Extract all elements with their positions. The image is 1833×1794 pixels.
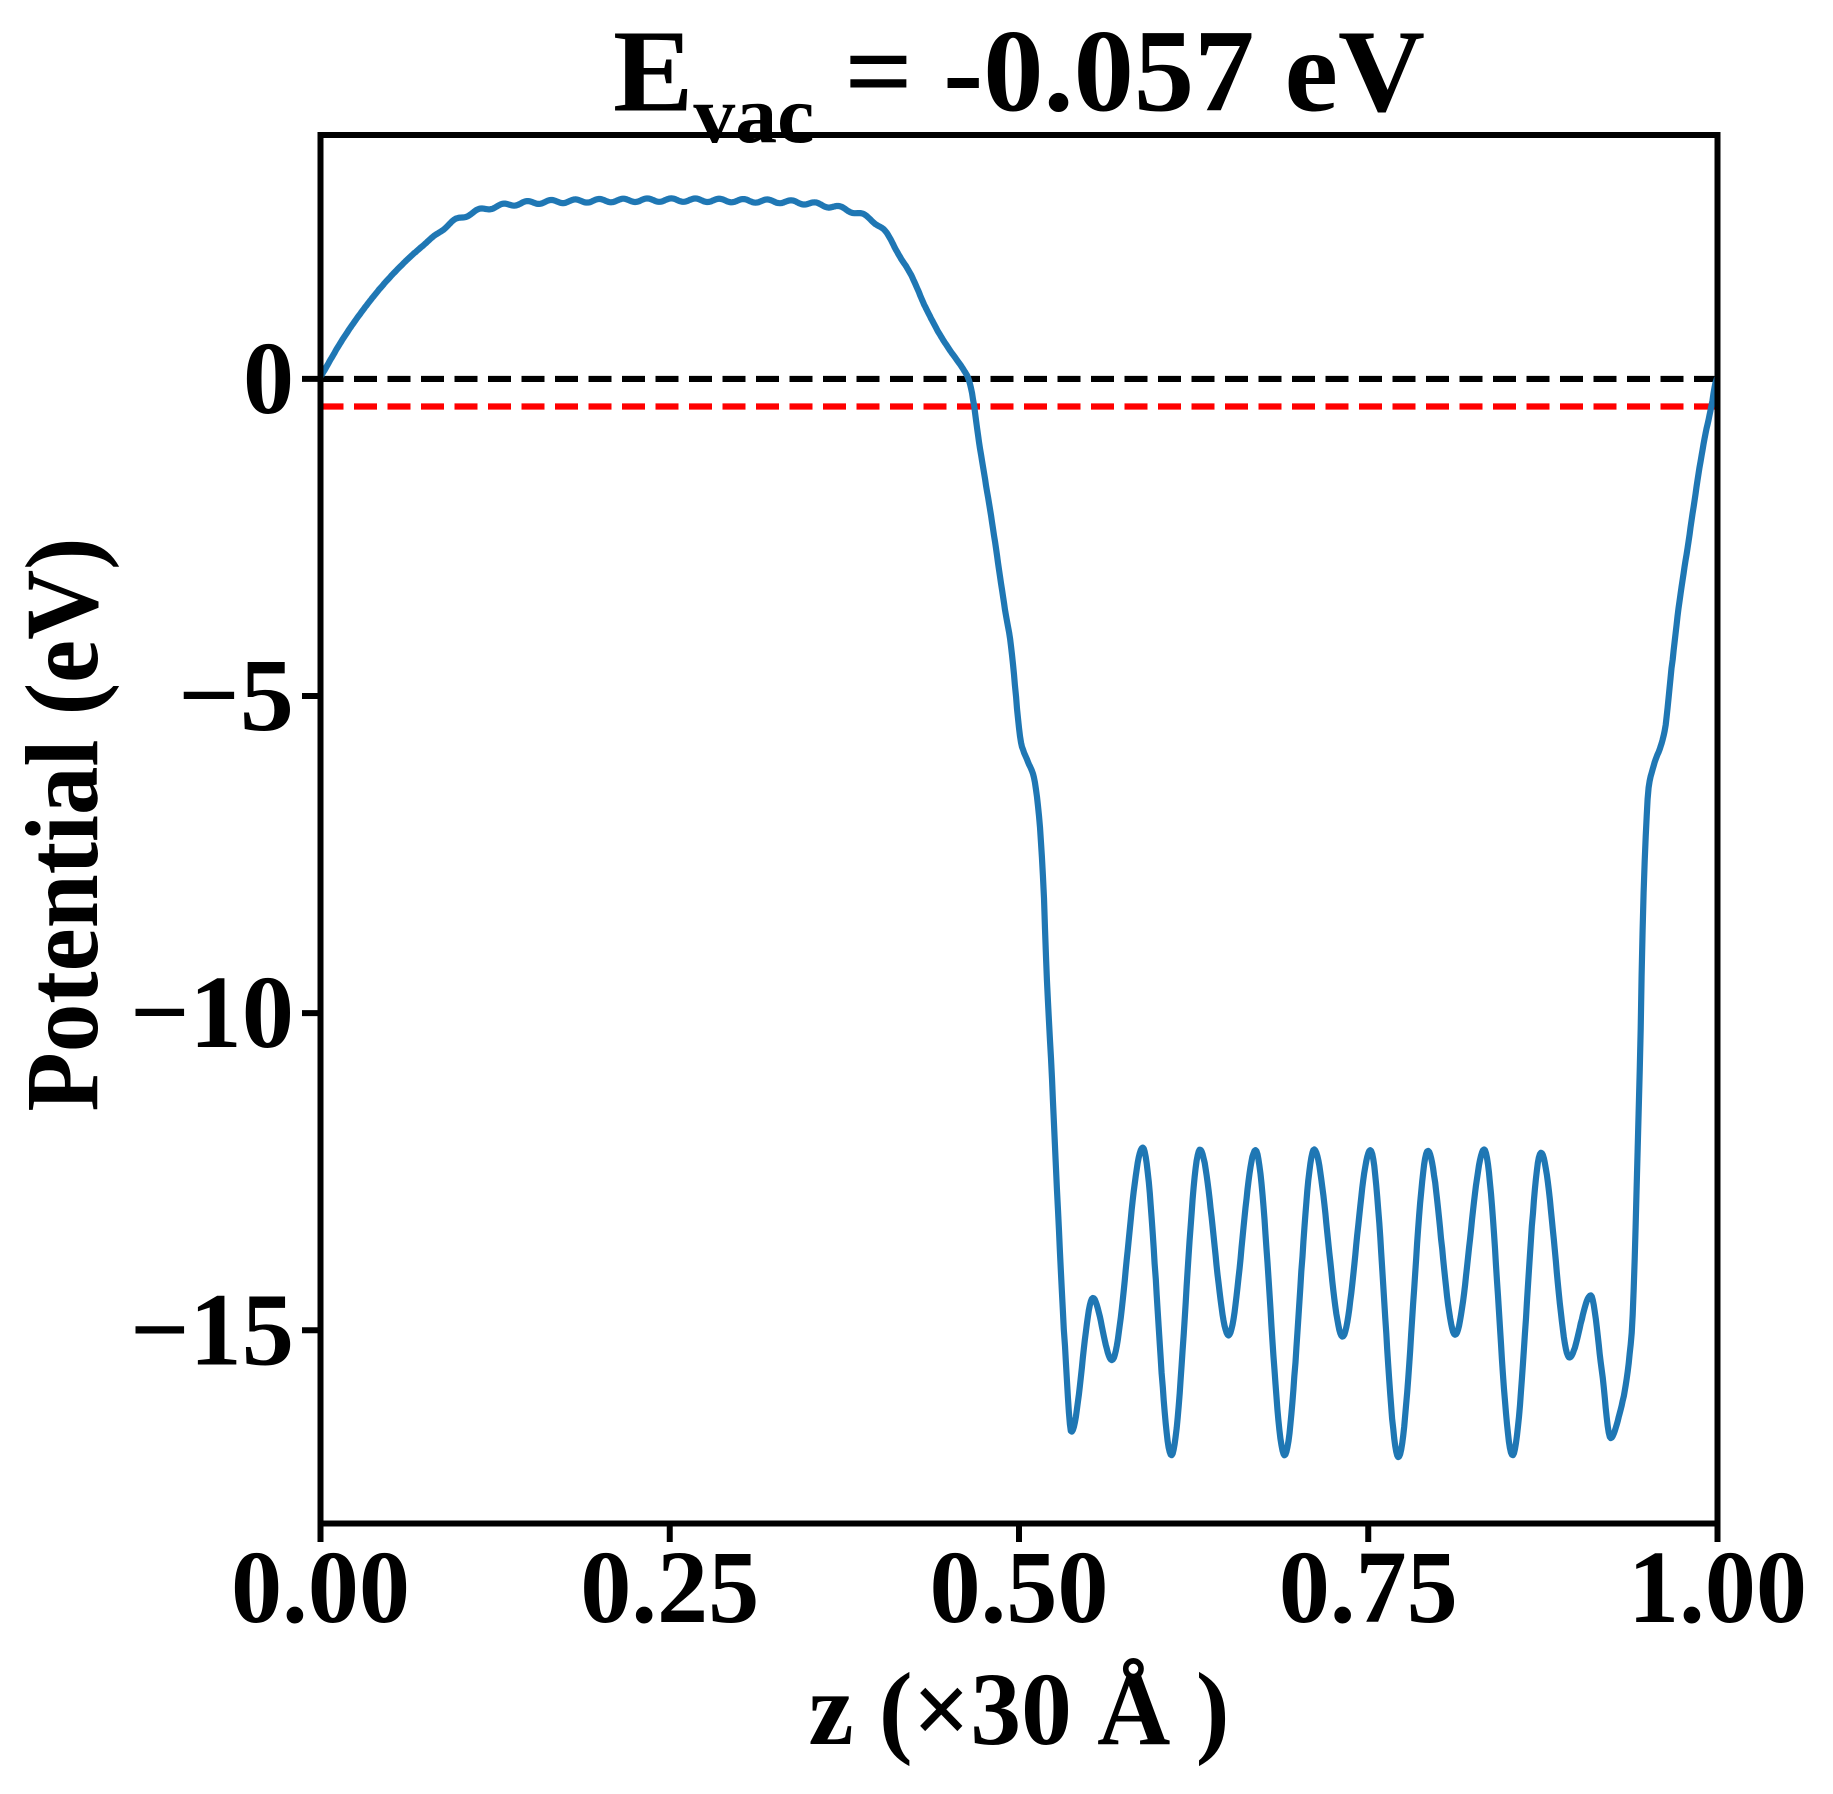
y-tick-label-3: −15 [130,1272,294,1387]
title-symbol: E [613,6,693,137]
x-tick-labels: 0.00 0.25 0.50 0.75 1.00 [231,1530,1807,1645]
axis-ticks [302,375,1721,1542]
y-tick-labels: 0 −5 −10 −15 [130,321,294,1387]
x-tick-label-0: 0.00 [231,1530,410,1645]
data-series [320,195,1718,1461]
title-subscript: vac [693,69,814,160]
x-tick-label-4: 1.00 [1628,1530,1807,1645]
y-tick-label-0: 0 [243,321,294,436]
planar-averaged-potential [320,195,1718,1461]
chart-title: Evac = -0.057 eV [613,6,1425,161]
y-tick-label-2: −10 [130,955,294,1070]
x-tick-label-1: 0.25 [580,1530,759,1645]
title-value: = -0.057 eV [814,6,1425,137]
y-tick-label-1: −5 [178,638,294,753]
x-axis-label: z (×30 Å ) [809,1652,1230,1767]
x-tick-label-2: 0.50 [930,1530,1109,1645]
y-axis-label: Potential (eV) [5,538,120,1112]
x-tick-label-3: 0.75 [1279,1530,1458,1645]
